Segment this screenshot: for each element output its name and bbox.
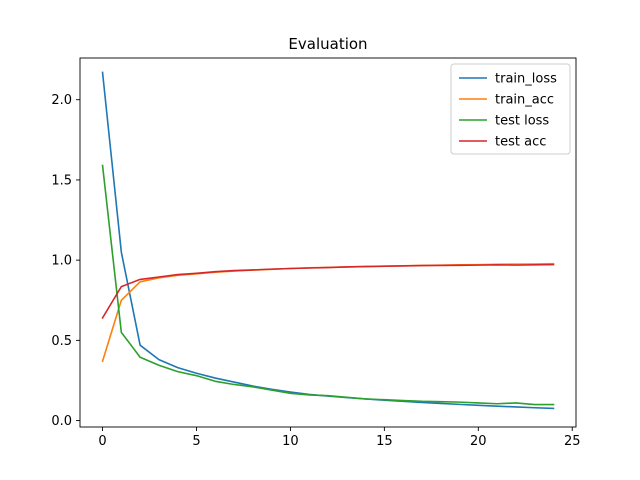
legend-label-train-acc: train_acc: [495, 93, 554, 108]
y-tick-label: 2.0: [51, 93, 72, 108]
y-tick-label: 1.5: [51, 173, 72, 188]
x-tick-label: 20: [470, 434, 487, 449]
legend-label-test-acc: test acc: [495, 135, 546, 150]
legend-box: [450, 63, 571, 155]
y-tick-label: 0.5: [51, 334, 72, 349]
y-tick-label: 1.0: [51, 254, 72, 269]
chart-title: Evaluation: [288, 35, 367, 53]
x-tick-label: 25: [564, 434, 581, 449]
legend-label-train-loss: train_loss: [495, 72, 557, 87]
legend-label-test-loss: test loss: [495, 114, 549, 129]
x-tick-label: 15: [376, 434, 393, 449]
axes-frame: [79, 57, 577, 428]
x-tick-label: 10: [282, 434, 299, 449]
axes: 0 5 10 15 20 25 0.0 0.5 1.0 1.5 2.0: [51, 57, 581, 449]
x-tick-label: 0: [98, 434, 106, 449]
series-line-test-loss: [101, 164, 555, 406]
series-line-test-acc: [101, 263, 555, 319]
series-layer: [101, 71, 555, 410]
x-tick-label: 5: [192, 434, 200, 449]
y-tick-label: 0.0: [51, 414, 72, 429]
